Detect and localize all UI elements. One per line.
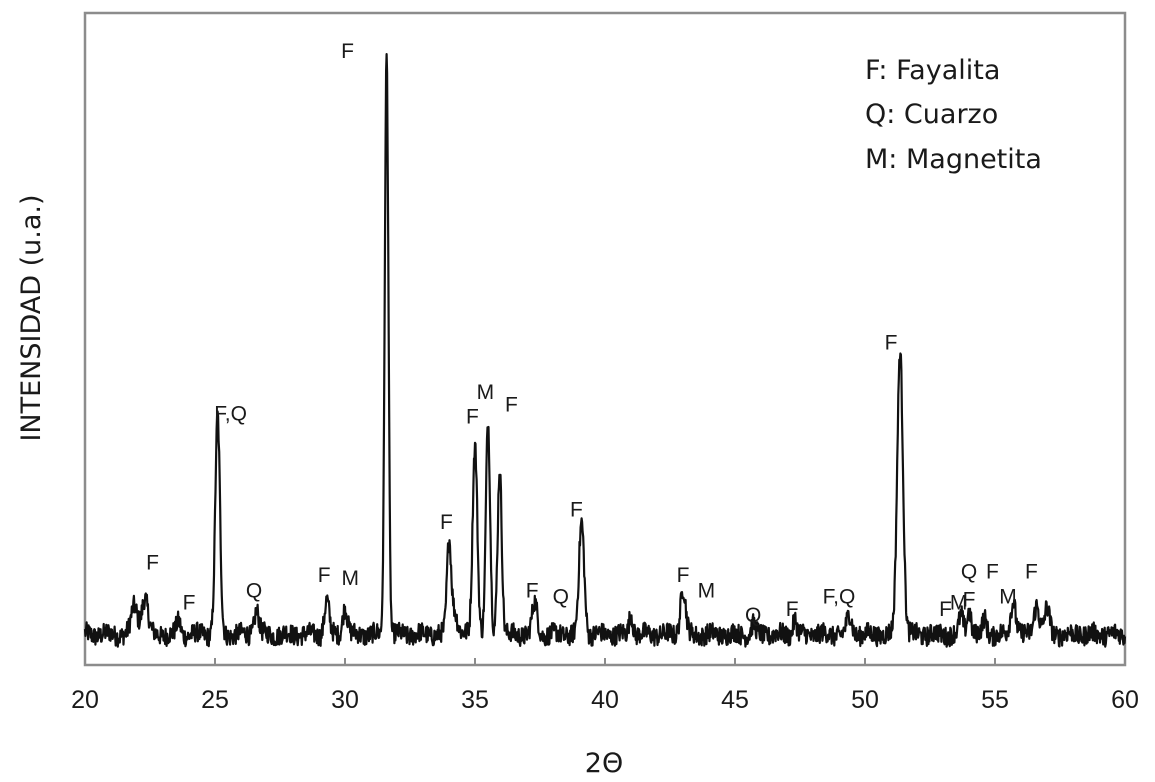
- peak-label-5: M: [341, 567, 359, 590]
- peak-label-22: F: [963, 589, 976, 612]
- peak-label-20: F: [939, 598, 952, 621]
- peak-label-7: F: [440, 511, 453, 534]
- x-tick-label-30: 30: [331, 686, 359, 714]
- x-tick-label-60: 60: [1111, 686, 1139, 714]
- peak-label-6: F: [341, 40, 354, 63]
- peak-label-23: Q: [961, 561, 977, 584]
- xrd-pattern-line: [83, 53, 1127, 648]
- peak-label-13: F: [570, 499, 583, 522]
- peak-label-10: F: [505, 393, 518, 416]
- x-axis-ticks: [84, 658, 1126, 665]
- x-tick-label-40: 40: [591, 686, 619, 714]
- peak-label-12: Q: [553, 586, 569, 609]
- peak-label-9: M: [477, 381, 495, 404]
- x-tick-label-55: 55: [981, 686, 1009, 714]
- x-axis-title: 2Θ: [585, 748, 623, 779]
- peak-label-18: F,Q: [823, 586, 856, 609]
- peak-label-0: F: [146, 551, 159, 574]
- peak-label-8: F: [466, 406, 479, 429]
- legend-entry-fayalita: F: Fayalita: [865, 55, 1000, 86]
- x-tick-label-20: 20: [71, 686, 99, 714]
- peak-label-1: F: [183, 592, 196, 615]
- legend-entry-cuarzo: Q: Cuarzo: [865, 99, 998, 130]
- peak-label-16: Q: [745, 604, 761, 627]
- x-tick-label-50: 50: [851, 686, 879, 714]
- peak-label-3: Q: [246, 579, 262, 602]
- peak-label-4: F: [318, 564, 331, 587]
- x-axis-tick-labels: 20 25 30 35 40 45 50 55 60: [71, 686, 1139, 714]
- peak-label-15: M: [698, 579, 716, 602]
- x-tick-label-25: 25: [201, 686, 229, 714]
- peak-label-25: M: [999, 586, 1017, 609]
- peak-label-26: F: [1025, 561, 1038, 584]
- peak-label-17: F: [786, 598, 799, 621]
- x-tick-label-35: 35: [461, 686, 489, 714]
- peak-label-14: F: [677, 564, 690, 587]
- legend-entry-magnetita: M: Magnetita: [865, 144, 1042, 175]
- peak-label-24: F: [986, 561, 999, 584]
- x-tick-label-45: 45: [721, 686, 749, 714]
- peak-label-11: F: [526, 579, 539, 602]
- peak-label-2: F,Q: [214, 403, 247, 426]
- y-axis-title: INTENSIDAD (u.a.): [16, 194, 47, 441]
- peak-label-21: M: [950, 592, 968, 615]
- peak-label-19: F: [885, 331, 898, 354]
- legend: F: Fayalita Q: Cuarzo M: Magnetita: [865, 55, 1042, 175]
